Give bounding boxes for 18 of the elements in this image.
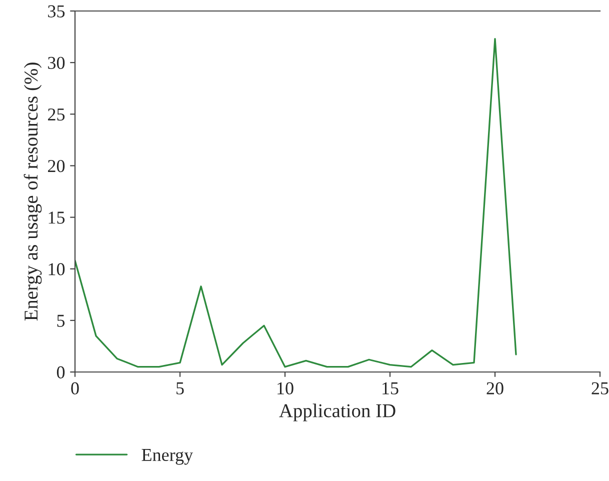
x-tick-label: 5 bbox=[176, 382, 184, 394]
x-axis-title: Application ID bbox=[279, 404, 396, 422]
y-tick-label: 0 bbox=[56, 366, 65, 378]
x-tick-label: 10 bbox=[278, 382, 294, 394]
y-tick-label: 35 bbox=[48, 5, 65, 18]
y-tick-label: 20 bbox=[48, 160, 65, 172]
y-tick-label: 5 bbox=[57, 314, 65, 327]
y-tick-label: 10 bbox=[48, 263, 65, 276]
x-tick-label: 20 bbox=[486, 382, 504, 394]
y-tick-label: 15 bbox=[48, 212, 65, 224]
x-tick-label: 0 bbox=[71, 382, 79, 394]
legend-label: Energy bbox=[142, 449, 193, 465]
line-series bbox=[75, 38, 517, 368]
x-tick-label: 25 bbox=[592, 382, 608, 394]
x-tick-label: 15 bbox=[382, 382, 398, 394]
y-axis-title: Energy as usage of resources (%) bbox=[24, 62, 42, 321]
y-tick-label: 30 bbox=[48, 56, 65, 70]
y-tick-label: 25 bbox=[48, 108, 65, 121]
